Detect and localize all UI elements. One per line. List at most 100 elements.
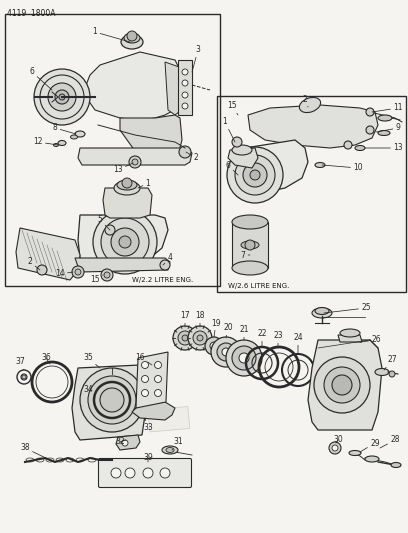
Text: 28: 28 bbox=[380, 435, 400, 448]
Circle shape bbox=[155, 376, 162, 383]
Ellipse shape bbox=[312, 308, 332, 318]
Circle shape bbox=[160, 260, 170, 270]
Circle shape bbox=[324, 367, 360, 403]
Circle shape bbox=[217, 343, 235, 361]
Circle shape bbox=[205, 337, 223, 355]
Polygon shape bbox=[136, 352, 168, 408]
Circle shape bbox=[211, 337, 241, 367]
Circle shape bbox=[75, 269, 81, 275]
FancyBboxPatch shape bbox=[98, 458, 191, 488]
Circle shape bbox=[178, 331, 192, 345]
Ellipse shape bbox=[349, 450, 361, 456]
Ellipse shape bbox=[355, 146, 365, 150]
Text: 25: 25 bbox=[324, 303, 371, 313]
Text: 18: 18 bbox=[195, 311, 205, 327]
Polygon shape bbox=[85, 52, 182, 120]
Circle shape bbox=[129, 156, 141, 168]
Bar bbox=[217, 96, 406, 292]
Polygon shape bbox=[240, 140, 308, 195]
Text: 37: 37 bbox=[15, 358, 25, 370]
Text: 1: 1 bbox=[223, 117, 235, 142]
Circle shape bbox=[17, 370, 31, 384]
Text: W/2.2 LITRE ENG.: W/2.2 LITRE ENG. bbox=[132, 277, 193, 283]
Circle shape bbox=[188, 326, 212, 350]
Text: 2: 2 bbox=[303, 94, 308, 107]
Text: 6: 6 bbox=[29, 68, 52, 90]
Circle shape bbox=[125, 468, 135, 478]
Polygon shape bbox=[78, 148, 192, 165]
Circle shape bbox=[142, 390, 149, 397]
Circle shape bbox=[332, 375, 352, 395]
Circle shape bbox=[101, 218, 149, 266]
Ellipse shape bbox=[75, 131, 85, 137]
Circle shape bbox=[222, 348, 230, 356]
Circle shape bbox=[59, 94, 65, 100]
Text: 30: 30 bbox=[333, 435, 343, 445]
Circle shape bbox=[132, 159, 138, 165]
Text: 12: 12 bbox=[33, 138, 58, 147]
Circle shape bbox=[21, 374, 27, 380]
Text: 32: 32 bbox=[115, 438, 126, 447]
Text: 20: 20 bbox=[223, 324, 233, 338]
Circle shape bbox=[155, 390, 162, 397]
Circle shape bbox=[250, 170, 260, 180]
Text: 14: 14 bbox=[55, 270, 73, 279]
Polygon shape bbox=[178, 60, 192, 115]
Bar bbox=[148, 407, 190, 432]
Ellipse shape bbox=[117, 180, 137, 190]
Circle shape bbox=[93, 210, 157, 274]
Ellipse shape bbox=[315, 163, 325, 167]
Text: 24: 24 bbox=[293, 334, 303, 354]
Circle shape bbox=[88, 376, 136, 424]
Ellipse shape bbox=[114, 181, 140, 195]
Polygon shape bbox=[103, 188, 152, 218]
Circle shape bbox=[182, 335, 188, 341]
Text: 2: 2 bbox=[186, 152, 198, 163]
Text: 11: 11 bbox=[372, 103, 403, 112]
Ellipse shape bbox=[375, 368, 389, 376]
Polygon shape bbox=[116, 435, 140, 450]
Text: W/2.6 LITRE ENG.: W/2.6 LITRE ENG. bbox=[228, 283, 289, 289]
Text: 22: 22 bbox=[257, 329, 267, 347]
Polygon shape bbox=[72, 365, 148, 440]
Text: 13: 13 bbox=[113, 163, 133, 174]
Text: 4: 4 bbox=[163, 254, 173, 265]
Circle shape bbox=[366, 108, 374, 116]
Circle shape bbox=[80, 368, 144, 432]
Circle shape bbox=[232, 346, 256, 370]
Circle shape bbox=[245, 240, 255, 250]
Bar bbox=[5, 14, 220, 286]
Polygon shape bbox=[132, 402, 175, 420]
Circle shape bbox=[182, 80, 188, 86]
Circle shape bbox=[127, 31, 137, 41]
Circle shape bbox=[193, 331, 207, 345]
Circle shape bbox=[55, 90, 69, 104]
Circle shape bbox=[104, 272, 110, 278]
Text: 29: 29 bbox=[360, 439, 380, 452]
Polygon shape bbox=[232, 222, 268, 268]
Text: 31: 31 bbox=[172, 438, 183, 450]
Circle shape bbox=[101, 269, 113, 281]
Text: 33: 33 bbox=[143, 418, 153, 432]
Circle shape bbox=[160, 468, 170, 478]
Text: 4119  1800A: 4119 1800A bbox=[7, 9, 55, 18]
Polygon shape bbox=[308, 340, 382, 430]
Circle shape bbox=[155, 361, 162, 368]
Text: 35: 35 bbox=[83, 353, 100, 368]
Circle shape bbox=[329, 442, 341, 454]
Text: 1: 1 bbox=[138, 179, 151, 188]
Polygon shape bbox=[75, 258, 170, 272]
Polygon shape bbox=[165, 62, 186, 115]
Text: 6: 6 bbox=[226, 160, 238, 175]
Ellipse shape bbox=[391, 463, 401, 467]
Circle shape bbox=[314, 357, 370, 413]
Ellipse shape bbox=[378, 131, 390, 135]
Text: 15: 15 bbox=[227, 101, 238, 115]
Text: 26: 26 bbox=[360, 335, 381, 344]
Text: 7: 7 bbox=[241, 251, 250, 260]
Circle shape bbox=[239, 353, 249, 363]
Polygon shape bbox=[120, 115, 182, 162]
Circle shape bbox=[37, 265, 47, 275]
Circle shape bbox=[182, 103, 188, 109]
Circle shape bbox=[232, 137, 242, 147]
